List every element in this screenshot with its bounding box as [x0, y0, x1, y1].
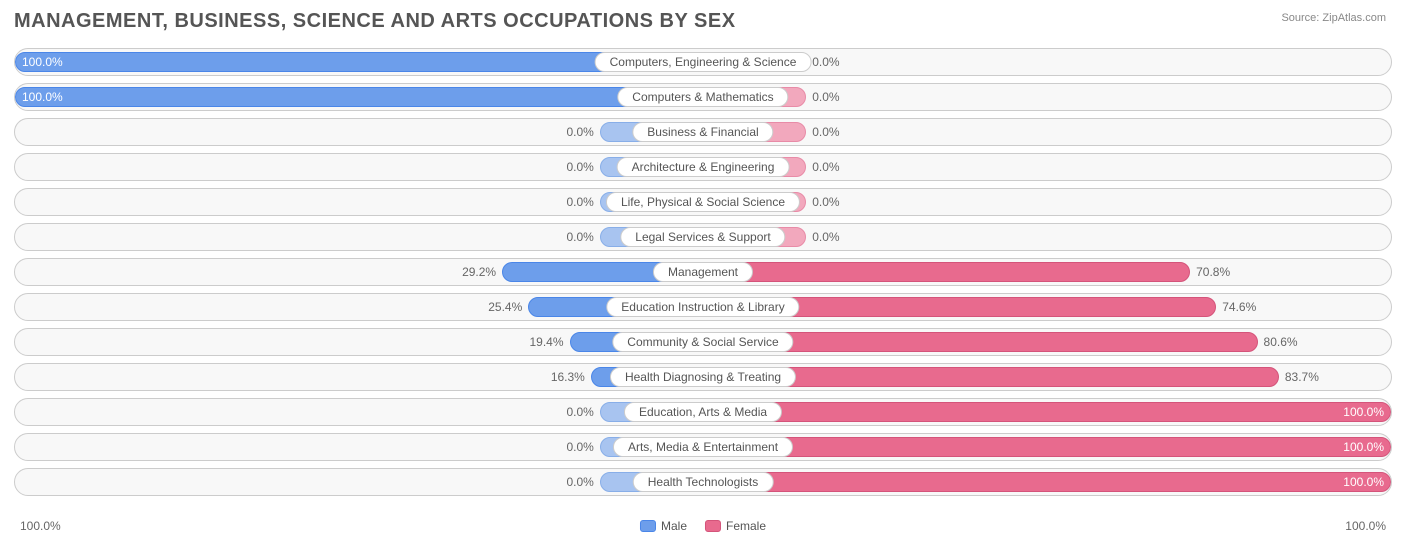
legend-label-female: Female [726, 519, 766, 533]
male-pct: 16.3% [15, 364, 591, 390]
female-pct: 70.8% [1190, 259, 1391, 285]
male-pct: 19.4% [15, 329, 570, 355]
source-site: ZipAtlas.com [1322, 12, 1386, 24]
chart-row: 0.0% 0.0% Business & Financial [14, 118, 1392, 146]
male-pct: 0.0% [15, 399, 600, 425]
legend-item-male: Male [640, 519, 687, 533]
x-axis: 100.0% 100.0% Male Female [14, 519, 1392, 537]
male-bar: 100.0% [15, 87, 703, 107]
category-label: Computers & Mathematics [617, 87, 788, 107]
category-label: Arts, Media & Entertainment [613, 437, 793, 457]
chart-row: 25.4% 74.6% Education Instruction & Librar… [14, 293, 1392, 321]
female-pct: 0.0% [806, 49, 1391, 75]
source-label: Source: [1281, 12, 1319, 24]
chart-row: 0.0% 0.0% Architecture & Engineering [14, 153, 1392, 181]
male-pct: 0.0% [15, 434, 600, 460]
category-label: Education Instruction & Library [606, 297, 799, 317]
chart-row: 100.0% 0.0%Computers, Engineering & Scien… [14, 48, 1392, 76]
chart-row: 19.4% 80.6% Community & Social Service [14, 328, 1392, 356]
chart-row: 29.2% 70.8% Management [14, 258, 1392, 286]
female-pct: 0.0% [806, 154, 1391, 180]
category-label: Legal Services & Support [620, 227, 785, 247]
male-pct: 0.0% [15, 119, 600, 145]
category-label: Community & Social Service [612, 332, 793, 352]
category-label: Architecture & Engineering [617, 157, 790, 177]
category-label: Business & Financial [632, 122, 773, 142]
female-bar: 100.0% [703, 437, 1391, 457]
chart-row: 0.0% 100.0% Arts, Media & Entertainment [14, 433, 1392, 461]
female-pct: 0.0% [806, 119, 1391, 145]
chart-row: 16.3% 83.7% Health Diagnosing & Treating [14, 363, 1392, 391]
category-label: Health Technologists [633, 472, 774, 492]
female-pct: 100.0% [1343, 403, 1384, 421]
axis-right-label: 100.0% [1345, 519, 1386, 533]
male-pct: 29.2% [15, 259, 502, 285]
female-pct: 100.0% [1343, 473, 1384, 491]
male-pct: 0.0% [15, 154, 600, 180]
male-pct: 100.0% [22, 53, 63, 71]
female-pct: 83.7% [1279, 364, 1391, 390]
male-pct: 100.0% [22, 88, 63, 106]
chart-row: 0.0% 100.0% Education, Arts & Media [14, 398, 1392, 426]
legend-item-female: Female [705, 519, 766, 533]
legend-label-male: Male [661, 519, 687, 533]
female-pct: 0.0% [806, 224, 1391, 250]
female-pct: 100.0% [1343, 438, 1384, 456]
category-label: Health Diagnosing & Treating [610, 367, 796, 387]
male-pct: 0.0% [15, 224, 600, 250]
female-pct: 74.6% [1216, 294, 1391, 320]
axis-left-label: 100.0% [20, 519, 61, 533]
category-label: Education, Arts & Media [624, 402, 782, 422]
chart-row: 0.0% 100.0% Health Technologists [14, 468, 1392, 496]
chart-row: 0.0% 0.0% Life, Physical & Social Science [14, 188, 1392, 216]
category-label: Computers, Engineering & Science [595, 52, 812, 72]
source-attribution: Source: ZipAtlas.com [1281, 12, 1386, 24]
chart-row: 100.0% 0.0% Computers & Mathematics [14, 83, 1392, 111]
female-bar: 100.0% [703, 402, 1391, 422]
category-label: Management [653, 262, 753, 282]
female-pct: 0.0% [806, 84, 1391, 110]
female-bar: 100.0% [703, 472, 1391, 492]
female-pct: 0.0% [806, 189, 1391, 215]
legend: Male Female [640, 519, 766, 533]
male-pct: 0.0% [15, 189, 600, 215]
occupations-chart: 100.0%0.0%Computers, Engineering & Scien… [14, 48, 1392, 517]
male-pct: 0.0% [15, 469, 600, 495]
chart-title: MANAGEMENT, BUSINESS, SCIENCE AND ARTS O… [0, 0, 1406, 33]
male-pct: 25.4% [15, 294, 528, 320]
female-pct: 80.6% [1258, 329, 1391, 355]
category-label: Life, Physical & Social Science [606, 192, 800, 212]
chart-row: 0.0% 0.0% Legal Services & Support [14, 223, 1392, 251]
legend-swatch-male [640, 520, 656, 532]
legend-swatch-female [705, 520, 721, 532]
female-bar [703, 262, 1190, 282]
